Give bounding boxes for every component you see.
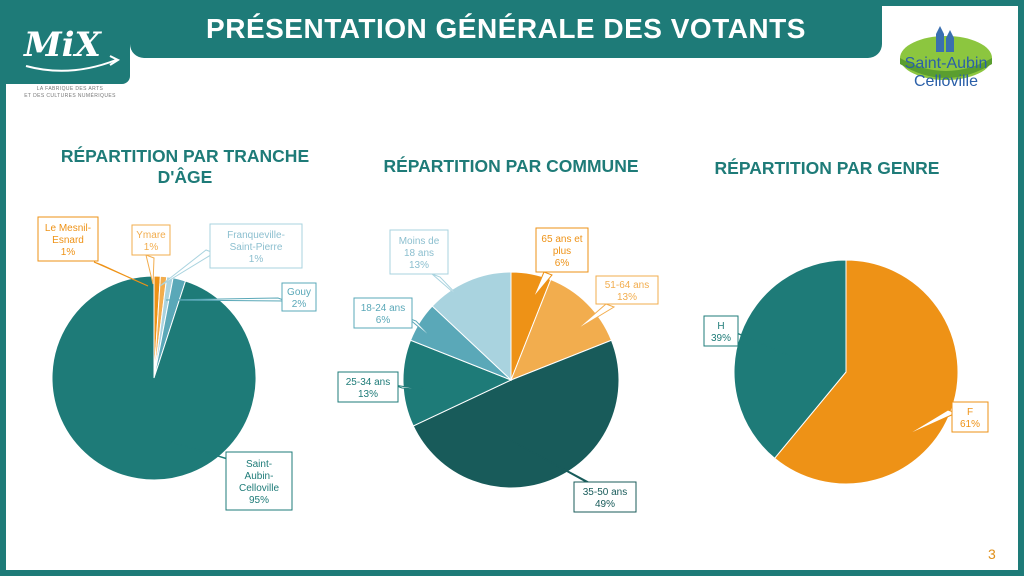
- chart3-label-h: H39%: [703, 315, 791, 357]
- saint-aubin-logo: Saint-Aubin Celloville: [900, 26, 992, 90]
- svg-text:Aubin-: Aubin-: [245, 471, 274, 482]
- svg-text:H: H: [717, 321, 724, 332]
- svg-text:35-50 ans: 35-50 ans: [583, 487, 627, 498]
- mix-subtitle-line2: ET DES CULTURES NUMÉRIQUES: [24, 93, 116, 99]
- chart2-slice-51-64-ans: [510, 278, 613, 381]
- sa-logo-line1: Saint-Aubin: [905, 55, 988, 72]
- page-title: PRÉSENTATION GÉNÉRALE DES VOTANTS: [206, 13, 806, 44]
- svg-text:6%: 6%: [555, 258, 570, 269]
- svg-text:18-24 ans: 18-24 ans: [361, 303, 405, 314]
- mix-subtitle-line1: LA FABRIQUE DES ARTS: [36, 86, 104, 92]
- svg-text:25-34 ans: 25-34 ans: [346, 377, 390, 388]
- svg-text:1%: 1%: [249, 254, 264, 265]
- svg-text:Saint-: Saint-: [246, 459, 272, 470]
- svg-text:Saint-Pierre: Saint-Pierre: [230, 242, 283, 253]
- sa-logo-line2: Celloville: [914, 73, 978, 90]
- svg-text:F: F: [967, 407, 973, 418]
- chart1-slice-saint-aubin-celloville: [51, 275, 257, 481]
- svg-text:13%: 13%: [409, 260, 429, 271]
- svg-text:65 ans et: 65 ans et: [541, 234, 582, 245]
- title-bar: [130, 6, 882, 58]
- svg-text:39%: 39%: [711, 333, 731, 344]
- svg-text:Gouy: Gouy: [287, 287, 311, 298]
- svg-text:51-64 ans: 51-64 ans: [605, 280, 649, 291]
- chart1-title: RÉPARTITION PAR TRANCHE D'ÂGE: [60, 146, 310, 187]
- chart2-title: RÉPARTITION PAR COMMUNE: [383, 156, 639, 176]
- chart2-slice-moins-de-18-ans: [431, 271, 512, 382]
- chart3-title: RÉPARTITION PAR GENRE: [714, 158, 940, 178]
- svg-text:13%: 13%: [617, 292, 637, 303]
- svg-text:49%: 49%: [595, 499, 615, 510]
- svg-text:Moins de: Moins de: [399, 236, 440, 247]
- chart3-slice-f: [773, 259, 959, 485]
- chart3-label-f: F61%: [904, 401, 989, 437]
- svg-text:Ymare: Ymare: [136, 230, 166, 241]
- mix-logo-box: MiX: [6, 6, 130, 84]
- svg-text:18 ans: 18 ans: [404, 248, 434, 259]
- svg-text:61%: 61%: [960, 419, 980, 430]
- chart2-slice-25-34-ans: [402, 339, 513, 427]
- svg-text:plus: plus: [553, 246, 571, 257]
- svg-text:Celloville: Celloville: [239, 483, 279, 494]
- chart2-slice-35-50-ans: [412, 339, 620, 489]
- svg-text:Le Mesnil-: Le Mesnil-: [45, 223, 91, 234]
- svg-text:Franqueville-: Franqueville-: [227, 230, 285, 241]
- svg-text:Esnard: Esnard: [52, 235, 84, 246]
- svg-text:1%: 1%: [61, 247, 76, 258]
- mix-logo-text: MiX: [23, 25, 103, 65]
- mix-subtitle: LA FABRIQUE DES ARTS ET DES CULTURES NUM…: [14, 86, 126, 100]
- page-number: 3: [988, 546, 996, 562]
- svg-text:13%: 13%: [358, 389, 378, 400]
- svg-text:1%: 1%: [144, 242, 159, 253]
- svg-text:95%: 95%: [249, 495, 269, 506]
- svg-text:6%: 6%: [376, 315, 391, 326]
- mix-logo: MiX: [23, 25, 121, 72]
- svg-text:2%: 2%: [292, 299, 307, 310]
